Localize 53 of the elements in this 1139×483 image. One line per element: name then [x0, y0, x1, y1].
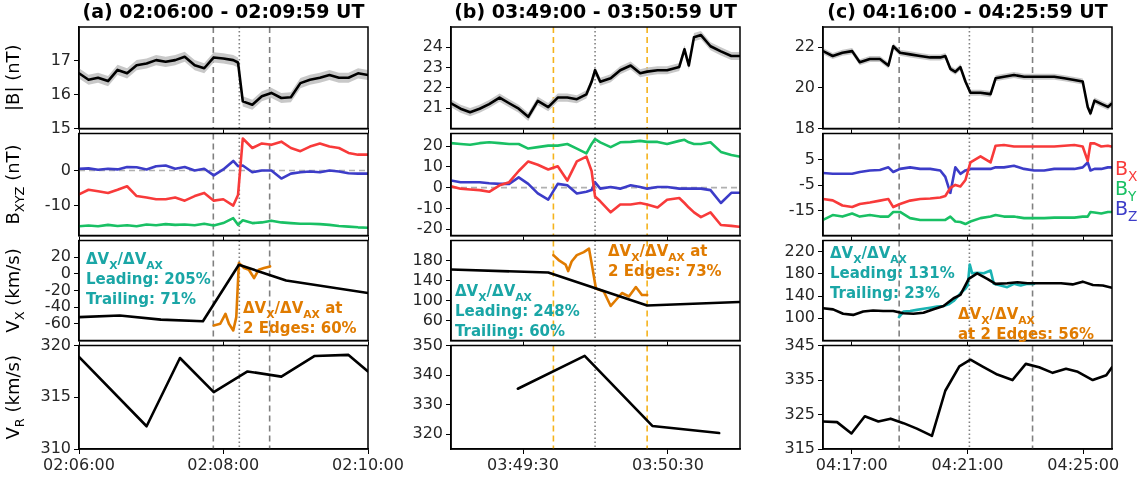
y-tick-label: 180	[784, 263, 815, 283]
y-tick-label: 350	[412, 334, 443, 354]
y-tick-label: 320	[40, 334, 71, 354]
y-tick-label: 20	[422, 135, 443, 155]
y-tick-label: 18	[794, 117, 815, 137]
y-tick-label: 180	[412, 249, 443, 269]
y-tick-label: 335	[784, 369, 815, 389]
y-tick-label: 320	[412, 423, 443, 443]
y-tick-label: -10	[416, 197, 443, 217]
chart-title: (a) 02:06:00 - 02:09:59 UT	[82, 0, 365, 22]
y-tick-label: -15	[788, 200, 815, 220]
x-tick-label: 04:17:00	[815, 454, 888, 474]
y-tick-label: 60	[422, 309, 443, 329]
y-tick-label: 0	[60, 159, 71, 179]
y-axis-title: |B| (nT)	[1, 44, 23, 112]
y-tick-label: 22	[422, 77, 443, 96]
y-tick-label: 10	[422, 156, 443, 175]
y-tick-label: 20	[794, 77, 815, 96]
y-tick-label: 345	[784, 334, 815, 354]
y-tick-label: 325	[784, 403, 815, 423]
y-tick-label: 20	[50, 246, 71, 266]
y-tick-label: 220	[784, 240, 815, 260]
x-tick-label: 03:50:30	[632, 454, 704, 474]
y-tick-label: 140	[412, 269, 443, 289]
y-axis-title: BXYZ (nT)	[1, 144, 28, 225]
chart-title: (c) 04:16:00 - 04:25:59 UT	[827, 0, 1108, 22]
y-tick-label: 16	[50, 83, 71, 103]
y-tick-label: 15	[50, 117, 71, 137]
y-axis-title: VX (km/s)	[1, 248, 28, 333]
y-tick-label: 21	[422, 97, 443, 117]
y-tick-label: 140	[784, 285, 815, 305]
y-tick-label: 100	[784, 307, 815, 327]
y-tick-label: 17	[50, 49, 71, 69]
y-tick-label: 100	[412, 289, 443, 309]
x-tick-label: 04:25:00	[1047, 454, 1120, 474]
y-tick-label: -10	[44, 194, 71, 214]
y-tick-label: 340	[412, 364, 443, 384]
x-tick-label: 02:10:00	[332, 454, 404, 474]
y-tick-label: -5	[799, 174, 815, 194]
x-tick-label: 03:49:30	[487, 454, 559, 474]
y-tick-label: 5	[804, 148, 815, 168]
y-tick-label: 330	[412, 393, 443, 413]
y-tick-label: 22	[794, 36, 815, 56]
y-tick-label: -20	[416, 218, 443, 238]
y-tick-label: 0	[432, 176, 443, 196]
y-tick-label: 23	[422, 56, 443, 76]
y-tick-label: 315	[40, 386, 71, 406]
x-tick-label: 02:08:00	[187, 454, 260, 474]
x-tick-label: 04:21:00	[931, 454, 1004, 474]
chart-title: (b) 03:49:00 - 03:50:59 UT	[454, 0, 737, 22]
y-tick-label: 315	[784, 438, 815, 458]
y-axis-title: VR (km/s)	[1, 355, 28, 440]
y-tick-label: 24	[422, 36, 443, 56]
